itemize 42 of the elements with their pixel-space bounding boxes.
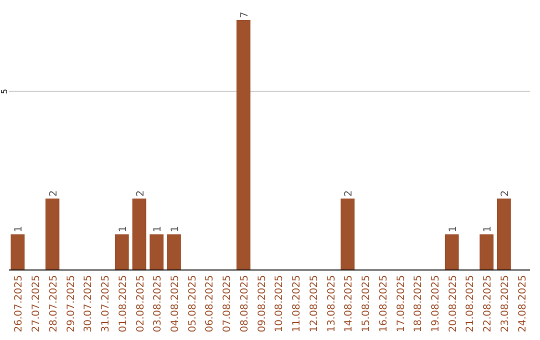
data-label: 2 [500,190,511,197]
x-tick-label: 16.08.2025 [378,275,390,332]
x-tick-label: 06.08.2025 [204,275,216,332]
x-tick-label: 28.07.2025 [48,275,60,332]
data-label: 2 [48,190,60,197]
x-tick-label: 26.07.2025 [14,275,25,332]
x-tick-label: 11.08.2025 [292,275,303,332]
x-tick-label: 29.07.2025 [66,275,77,332]
data-label: 7 [239,12,250,18]
x-tick-label: 10.08.2025 [274,275,286,332]
x-tick-label: 19.08.2025 [430,275,442,332]
data-label: 1 [152,226,164,232]
x-tick-label: 09.08.2025 [256,275,268,332]
x-tick-label: 14.08.2025 [344,275,355,332]
data-label: 1 [170,226,181,232]
x-tick-label: 20.08.2025 [448,275,459,332]
x-tick-label: 03.08.2025 [152,275,164,332]
x-tick-label: 05.08.2025 [187,275,198,332]
x-tick-label: 13.08.2025 [326,275,338,332]
data-label: 1 [14,226,25,232]
data-label: 1 [482,226,494,232]
x-tick-label: 08.08.2025 [239,275,250,332]
x-tick-label: 24.08.2025 [517,275,528,332]
x-tick-label: 02.08.2025 [135,275,146,332]
x-tick-label: 22.08.2025 [482,275,494,332]
x-tick-label: 27.07.2025 [31,275,42,332]
x-tick-label: 01.08.2025 [118,275,129,332]
data-label: 2 [135,190,146,197]
x-tick-label: 15.08.2025 [361,275,372,332]
x-tick-label: 04.08.2025 [170,275,181,332]
data-label: 1 [118,226,129,232]
x-tick-label: 31.07.2025 [100,275,112,332]
x-tick-label: 07.08.2025 [222,275,234,332]
x-tick-label: 23.08.2025 [500,275,511,332]
data-label: 2 [344,190,355,197]
x-tick-label: 12.08.2025 [308,275,320,332]
x-tick-label: 17.08.2025 [396,275,407,332]
x-tick-label: 30.07.2025 [83,275,94,332]
x-tick-label: 18.08.2025 [413,275,424,332]
data-label: 1 [448,226,459,232]
x-tick-label: 21.08.2025 [465,275,476,332]
y-tick-label: 5 [0,88,9,94]
